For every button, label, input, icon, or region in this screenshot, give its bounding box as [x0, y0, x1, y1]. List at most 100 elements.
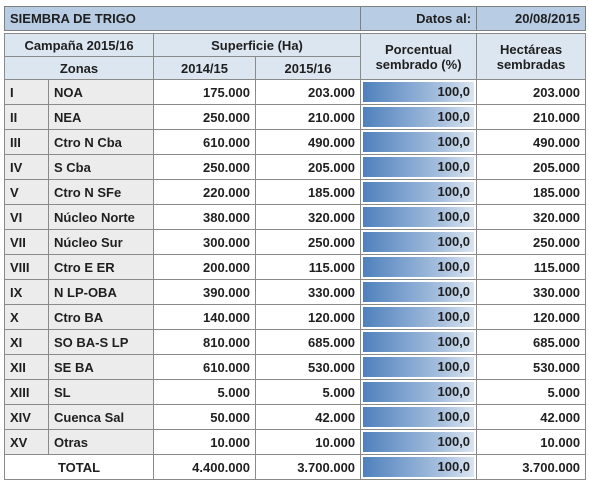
- area-2014: 200.000: [153, 254, 256, 280]
- area-2014: 610.000: [153, 129, 256, 155]
- header-row: Campaña 2015/16 Superficie (Ha) Porcentu…: [4, 33, 587, 80]
- title-row: SIEMBRA DE TRIGO Datos al: 20/08/2015: [3, 6, 587, 31]
- area-2014: 220.000: [153, 179, 256, 205]
- header-cell: Zonas: [4, 56, 154, 80]
- zone-name: N LP-OBA: [48, 279, 154, 305]
- percent-bar: 100,0: [363, 407, 475, 427]
- area-2015: 203.000: [254, 79, 362, 105]
- zone-code: XII: [4, 354, 49, 380]
- percent-cell: 100,0: [360, 204, 478, 230]
- percent-bar: 100,0: [363, 107, 475, 127]
- zone-name: Ctro N SFe: [48, 179, 154, 205]
- header-line: sembrado (%): [375, 56, 462, 72]
- area-2014: 250.000: [153, 104, 256, 130]
- area-2015: 205.000: [254, 154, 362, 180]
- header-cell: Campaña 2015/16: [4, 33, 154, 57]
- hectares-sown: 685.000: [476, 329, 587, 355]
- percent-bar: 100,0: [363, 257, 475, 277]
- zone-name: NEA: [48, 104, 154, 130]
- zone-code: II: [4, 104, 49, 130]
- header-line: Hectáreas: [499, 41, 563, 57]
- percent-bar: 100,0: [363, 432, 475, 452]
- zone-name: Núcleo Norte: [48, 204, 154, 230]
- zone-code: XV: [4, 429, 49, 455]
- area-2014: 810.000: [153, 329, 256, 355]
- percent-bar: 100,0: [363, 357, 475, 377]
- data-row: XII SE BA 610.000 530.000 100,0 530.000: [4, 354, 587, 380]
- zone-name: NOA: [48, 79, 154, 105]
- percent-cell: 100,0: [360, 129, 478, 155]
- zone-name: Cuenca Sal: [48, 404, 154, 430]
- percent-bar: 100,0: [363, 182, 475, 202]
- area-2015: 42.000: [254, 404, 362, 430]
- zone-name: Ctro BA: [48, 304, 154, 330]
- zone-code: X: [4, 304, 49, 330]
- percent-cell: 100,0: [360, 379, 478, 405]
- zone-name: Ctro E ER: [48, 254, 154, 280]
- area-2014: 50.000: [153, 404, 256, 430]
- header-row: Zonas 2014/15 2015/16: [4, 56, 586, 80]
- total-2014: 4.400.000: [153, 454, 256, 480]
- area-2014: 380.000: [153, 204, 256, 230]
- area-2015: 115.000: [254, 254, 362, 280]
- hectares-sown: 320.000: [476, 204, 587, 230]
- area-2014: 250.000: [153, 154, 256, 180]
- zone-code: XIV: [4, 404, 49, 430]
- hectares-sown: 10.000: [476, 429, 587, 455]
- zone-code: XI: [4, 329, 49, 355]
- percent-bar: 100,0: [363, 282, 475, 302]
- percent-bar: 100,0: [363, 157, 475, 177]
- percent-bar: 100,0: [363, 332, 475, 352]
- data-row: IV S Cba 250.000 205.000 100,0 205.000: [4, 154, 587, 180]
- hectares-sown: 490.000: [476, 129, 587, 155]
- header-cell: Hectáreas sembradas: [476, 33, 587, 80]
- percent-cell: 100,0: [360, 279, 478, 305]
- area-2015: 185.000: [254, 179, 362, 205]
- header-cell: Porcentual sembrado (%): [360, 33, 478, 80]
- percent-cell: 100,0: [360, 254, 478, 280]
- percent-bar: 100,0: [363, 382, 475, 402]
- hectares-sown: 115.000: [476, 254, 587, 280]
- data-row: VIII Ctro E ER 200.000 115.000 100,0 115.000: [4, 254, 587, 280]
- area-2014: 300.000: [153, 229, 256, 255]
- zone-name: Núcleo Sur: [48, 229, 154, 255]
- data-row: X Ctro BA 140.000 120.000 100,0 120.000: [4, 304, 587, 330]
- hectares-sown: 203.000: [476, 79, 587, 105]
- zone-name: Ctro N Cba: [48, 129, 154, 155]
- zone-name: SE BA: [48, 354, 154, 380]
- area-2015: 490.000: [254, 129, 362, 155]
- data-row: XIV Cuenca Sal 50.000 42.000 100,0 42.000: [4, 404, 587, 430]
- area-2015: 10.000: [254, 429, 362, 455]
- area-2015: 210.000: [254, 104, 362, 130]
- zone-code: VII: [4, 229, 49, 255]
- total-label: TOTAL: [4, 454, 154, 480]
- zone-name: S Cba: [48, 154, 154, 180]
- header-line: Porcentual: [384, 41, 453, 57]
- percent-bar: 100,0: [363, 207, 475, 227]
- percent-bar: 100,0: [363, 82, 475, 102]
- area-2015: 5.000: [254, 379, 362, 405]
- percent-cell: 100,0: [360, 229, 478, 255]
- header-cell: 2014/15: [153, 56, 256, 80]
- percent-cell: 100,0: [360, 454, 478, 480]
- data-row: XI SO BA-S LP 810.000 685.000 100,0 685.000: [4, 329, 587, 355]
- area-2014: 175.000: [153, 79, 256, 105]
- percent-cell: 100,0: [360, 154, 478, 180]
- percent-bar: 100,0: [363, 307, 475, 327]
- percent-bar: 100,0: [363, 232, 475, 252]
- area-2015: 685.000: [254, 329, 362, 355]
- hectares-sown: 120.000: [476, 304, 587, 330]
- header-cell: 2015/16: [254, 56, 362, 80]
- zone-name: Otras: [48, 429, 154, 455]
- percent-bar: 100,0: [363, 457, 475, 477]
- area-2015: 320.000: [254, 204, 362, 230]
- data-row: XV Otras 10.000 10.000 100,0 10.000: [4, 429, 587, 455]
- hectares-sown: 530.000: [476, 354, 587, 380]
- date: 20/08/2015: [476, 6, 587, 31]
- total-row: TOTAL 4.400.000 3.700.000 100,0 3.700.000: [4, 454, 587, 480]
- percent-cell: 100,0: [360, 79, 478, 105]
- hectares-sown: 185.000: [476, 179, 587, 205]
- total-hectares: 3.700.000: [476, 454, 587, 480]
- percent-cell: 100,0: [360, 179, 478, 205]
- area-2015: 330.000: [254, 279, 362, 305]
